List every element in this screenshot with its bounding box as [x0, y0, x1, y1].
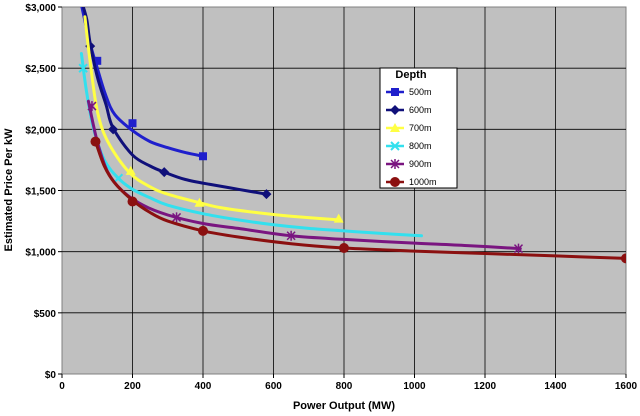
data-point	[339, 242, 349, 253]
legend: Depth 500m 600m 700m 800m 900m 1000m	[379, 67, 458, 189]
y-tick-label: $500	[34, 309, 57, 320]
series-line	[83, 15, 341, 222]
series-600m	[81, 7, 272, 200]
data-point	[199, 152, 207, 161]
x-tick-label: 1200	[474, 381, 497, 392]
legend-item: 900m	[386, 159, 432, 169]
x-tick-label: 200	[124, 381, 141, 392]
data-point	[621, 253, 626, 264]
data-point	[286, 230, 296, 241]
y-tick-label: $2,500	[25, 64, 56, 75]
legend-marker	[390, 123, 400, 132]
y-tick-label: $1,500	[25, 187, 56, 198]
x-axis-ticks: 0 200 400 600 800 1000 1200 1400 1600	[59, 374, 638, 392]
y-tick-label: $0	[45, 370, 57, 381]
data-point	[93, 56, 102, 65]
series-layer	[78, 7, 626, 264]
data-point	[127, 196, 138, 207]
data-point	[125, 165, 136, 175]
legend-item: 800m	[386, 141, 432, 151]
legend-item: 700m	[386, 123, 432, 133]
y-tick-label: $2,000	[25, 125, 56, 136]
legend-item: 1000m	[386, 177, 437, 187]
legend-label: 1000m	[409, 177, 437, 187]
legend-label: 900m	[409, 159, 432, 169]
data-point	[513, 243, 524, 254]
data-point	[194, 197, 205, 207]
x-tick-label: 0	[59, 381, 65, 392]
series-1000m	[90, 136, 626, 264]
data-point	[159, 167, 170, 178]
data-point	[261, 189, 272, 200]
data-point	[333, 213, 344, 223]
x-tick-label: 400	[195, 381, 212, 392]
legend-title: Depth	[395, 69, 426, 81]
legend-label: 500m	[409, 87, 432, 97]
y-tick-label: $3,000	[25, 3, 56, 14]
data-point	[198, 225, 208, 236]
x-tick-label: 600	[265, 381, 282, 392]
legend-marker	[390, 141, 400, 151]
data-point	[90, 136, 101, 147]
legend-item: 600m	[386, 105, 432, 115]
legend-marker	[391, 88, 399, 96]
series-line	[94, 140, 626, 260]
y-axis-title: Estimated Price Per kW	[3, 128, 15, 252]
x-tick-label: 800	[336, 381, 353, 392]
legend-marker	[390, 177, 400, 187]
legend-item: 500m	[386, 87, 432, 97]
x-tick-label: 1000	[403, 381, 426, 392]
legend-label: 600m	[409, 105, 432, 115]
data-point	[172, 212, 182, 223]
x-axis-title: Power Output (MW)	[293, 400, 395, 412]
data-point	[113, 173, 124, 183]
legend-items: 500m 600m 700m 800m 900m 1000m	[386, 87, 437, 187]
series-700m	[83, 15, 344, 223]
y-axis-ticks: $0 $500 $1,000 $1,500 $2,000 $2,500 $3,000	[25, 3, 62, 381]
legend-label: 800m	[409, 141, 432, 151]
data-point	[87, 101, 97, 112]
data-point	[108, 124, 119, 135]
data-point	[78, 63, 88, 73]
x-tick-label: 1600	[615, 381, 638, 392]
x-tick-label: 1400	[544, 381, 567, 392]
legend-label: 700m	[409, 123, 432, 133]
legend-marker	[390, 105, 400, 115]
data-point	[128, 119, 137, 128]
legend-marker	[390, 159, 400, 169]
y-tick-label: $1,000	[25, 248, 56, 259]
